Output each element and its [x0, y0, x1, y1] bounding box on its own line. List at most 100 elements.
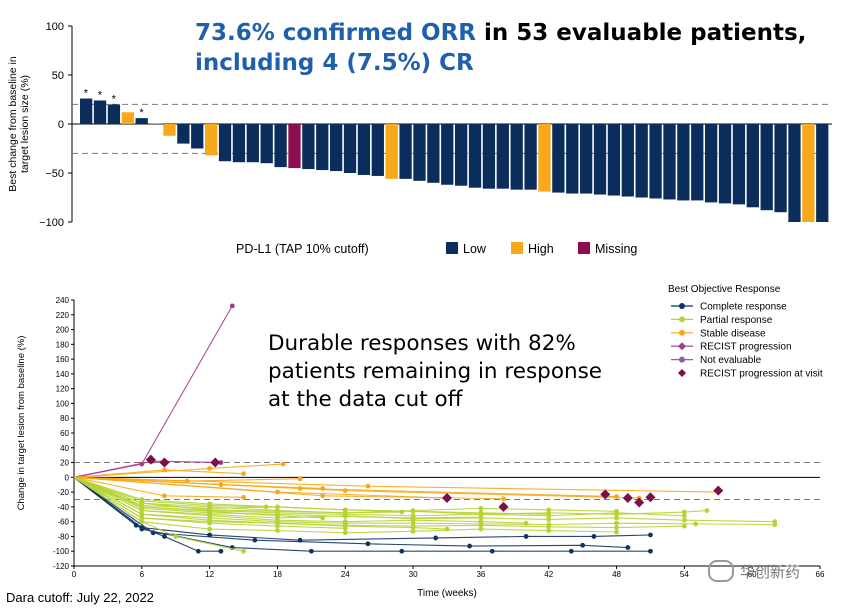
legend-marker: [679, 316, 685, 323]
watermark: 华创新药: [708, 560, 800, 582]
response-point: [523, 520, 529, 526]
response-point: [218, 460, 224, 465]
y-tick-label: -120: [53, 562, 70, 571]
waterfall-bar: [232, 124, 246, 163]
response-point: [275, 504, 280, 510]
bar-asterisk: *: [84, 88, 89, 100]
waterfall-bar: [274, 124, 287, 168]
response-point: [410, 515, 416, 521]
response-point: [365, 483, 371, 489]
waterfall-bar: [343, 124, 357, 173]
response-point: [280, 461, 286, 467]
response-point: [229, 303, 235, 309]
response-point: [546, 507, 552, 513]
headline-orr: 73.6% confirmed ORR: [195, 20, 477, 46]
response-point: [614, 520, 619, 526]
x-tick-label: 18: [273, 570, 282, 579]
response-point: [275, 508, 280, 514]
x-axis-label: Time (weeks): [417, 588, 477, 599]
watermark-text: 华创新药: [740, 563, 801, 581]
y-tick-label: 200: [56, 326, 70, 335]
legend-marker: [678, 369, 686, 377]
response-point: [501, 496, 506, 502]
response-point: [546, 524, 552, 530]
response-point: [139, 519, 145, 525]
response-point: [207, 466, 213, 471]
legend-title: PD-L1 (TAP 10% cutoff): [236, 242, 369, 256]
bar-asterisk: *: [112, 93, 117, 105]
y-tick-label: 140: [56, 370, 70, 379]
response-point: [614, 515, 619, 521]
waterfall-bar: [538, 124, 551, 192]
response-point: [275, 513, 280, 519]
headline-patients: in 53 evaluable patients,: [476, 20, 807, 46]
progression-at-visit-marker: [622, 493, 633, 504]
response-point: [342, 519, 348, 525]
legend-label: Stable disease: [700, 328, 766, 339]
bar-asterisk: *: [139, 107, 144, 119]
y-tick-label: -80: [57, 532, 69, 541]
response-point: [704, 508, 710, 513]
legend-marker: [679, 303, 685, 309]
response-point: [410, 525, 416, 530]
response-point: [693, 521, 699, 527]
waterfall-bar: [163, 124, 176, 136]
waterfall-bar: [218, 124, 232, 162]
progression-at-visit-marker: [210, 457, 221, 468]
response-point: [218, 548, 224, 554]
response-point: [614, 494, 619, 499]
response-point: [546, 513, 552, 519]
legend-label: RECIST progression: [700, 342, 792, 353]
response-line: [73, 476, 402, 514]
x-tick-label: 12: [205, 570, 214, 579]
response-line: [73, 469, 244, 478]
y-tick-label: 60: [60, 429, 69, 438]
response-point: [625, 545, 631, 550]
response-point: [648, 548, 653, 554]
waterfall-bar: [441, 124, 454, 185]
response-point: [681, 509, 687, 515]
response-point: [478, 522, 484, 528]
legend-label: Partial response: [700, 315, 773, 326]
waterfall-bar: [635, 124, 648, 198]
legend-marker: [679, 356, 685, 363]
progression-at-visit-marker: [498, 501, 509, 512]
y-tick-label: 160: [56, 355, 70, 364]
waterfall-bar: [760, 124, 773, 211]
headline: 73.6% confirmed ORR in 53 evaluable pati…: [195, 18, 806, 78]
response-point: [139, 525, 145, 530]
waterfall-bar: [691, 124, 704, 201]
legend-title: Best Objective Response: [668, 284, 781, 295]
response-point: [399, 548, 405, 554]
response-point: [162, 493, 167, 499]
waterfall-bar: [80, 98, 93, 124]
y-tick-label: 100: [56, 399, 70, 408]
waterfall-bar: [93, 100, 107, 124]
response-point: [489, 548, 495, 554]
response-point: [241, 548, 246, 554]
waterfall-bar: [510, 124, 523, 190]
y-tick-label: -40: [57, 503, 69, 512]
response-point: [772, 522, 778, 528]
wechat-logo-icon: [708, 560, 734, 582]
response-line: [73, 476, 685, 517]
response-point: [162, 534, 167, 539]
y-axis-label: Change in target lesion from baseline (%…: [16, 336, 27, 511]
waterfall-bar: [357, 124, 371, 175]
x-tick-label: 24: [341, 570, 350, 579]
legend-marker: [679, 329, 685, 336]
y-tick-label: 120: [56, 385, 70, 394]
waterfall-bar: [746, 124, 759, 208]
response-point: [275, 523, 280, 529]
response-point: [342, 507, 348, 513]
response-point: [150, 530, 156, 536]
waterfall-bar: [580, 124, 593, 194]
x-tick-label: 36: [476, 570, 485, 579]
response-point: [275, 528, 280, 533]
response-point: [591, 534, 597, 539]
waterfall-bar: [371, 124, 384, 176]
waterfall-bar: [191, 124, 204, 149]
response-point: [410, 508, 416, 514]
response-point: [467, 543, 473, 549]
response-line: [73, 476, 527, 524]
